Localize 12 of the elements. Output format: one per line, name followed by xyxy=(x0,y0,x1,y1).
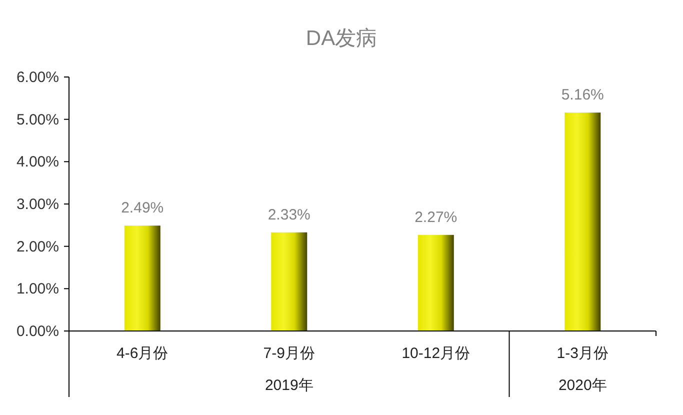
y-tick-label: 3.00% xyxy=(16,196,59,213)
y-tick-label: 4.00% xyxy=(16,154,59,171)
y-tick-label: 0.00% xyxy=(16,323,59,340)
y-tick-label: 5.00% xyxy=(16,111,59,128)
y-tick-label: 1.00% xyxy=(16,280,59,298)
category: 10-12月份 xyxy=(402,345,470,362)
category: 4-6月份 xyxy=(116,345,168,362)
y-tick-label: 6.00% xyxy=(16,69,59,86)
category: 1-3月份 xyxy=(556,345,608,362)
y-tick-label: 2.00% xyxy=(16,238,59,256)
title: DA发病 xyxy=(306,27,378,50)
category: 7-9月份 xyxy=(263,345,315,362)
